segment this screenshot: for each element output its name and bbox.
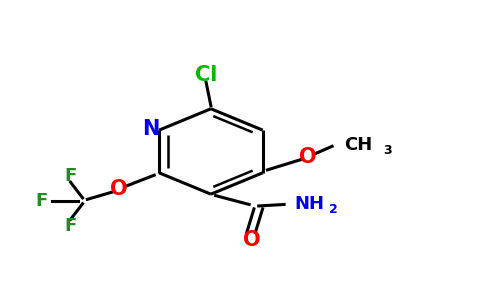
Text: F: F — [64, 217, 77, 235]
Text: F: F — [64, 167, 77, 185]
Text: O: O — [110, 179, 127, 199]
Text: 3: 3 — [383, 144, 392, 157]
Text: 2: 2 — [329, 203, 338, 216]
Text: Cl: Cl — [195, 65, 217, 85]
Text: N: N — [142, 119, 159, 139]
Text: O: O — [299, 147, 317, 166]
Text: NH: NH — [295, 196, 325, 214]
Text: F: F — [36, 192, 48, 210]
Text: CH: CH — [344, 136, 372, 154]
Text: O: O — [243, 230, 260, 250]
